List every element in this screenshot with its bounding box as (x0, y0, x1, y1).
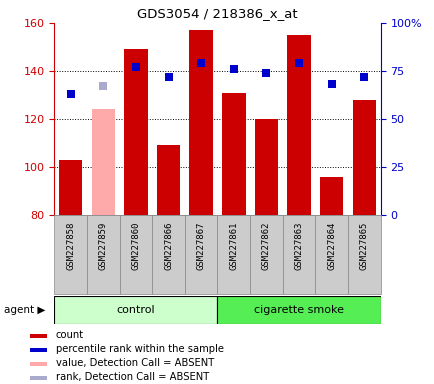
Bar (189, 30, 213, 215)
Bar (156, 146, 180, 215)
Bar (54, 296, 217, 324)
Bar (347, 215, 380, 294)
Bar (30, 376, 47, 380)
Bar (54, 215, 87, 294)
Text: cigarette smoke: cigarette smoke (253, 305, 343, 315)
Text: percentile rank within the sample: percentile rank within the sample (56, 344, 223, 354)
Text: control: control (116, 305, 155, 315)
Bar (352, 100, 375, 215)
Bar (286, 35, 310, 215)
Point (164, 74, 171, 80)
Point (67, 91, 74, 97)
Text: rank, Detection Call = ABSENT: rank, Detection Call = ABSENT (56, 372, 208, 382)
Point (230, 66, 237, 72)
Bar (87, 215, 119, 294)
Text: value, Detection Call = ABSENT: value, Detection Call = ABSENT (56, 358, 214, 368)
Point (262, 70, 269, 76)
Text: GSM227864: GSM227864 (326, 221, 335, 270)
Bar (250, 215, 282, 294)
Bar (184, 215, 217, 294)
Bar (319, 177, 343, 215)
Bar (91, 109, 115, 215)
Bar (217, 215, 250, 294)
Bar (282, 215, 315, 294)
Point (99, 83, 107, 89)
Text: count: count (56, 330, 84, 340)
Point (360, 74, 367, 80)
Text: GSM227861: GSM227861 (229, 221, 238, 270)
Bar (152, 215, 184, 294)
Point (197, 60, 204, 66)
Text: GSM227865: GSM227865 (359, 221, 368, 270)
Bar (30, 334, 47, 338)
Point (327, 81, 334, 88)
Point (132, 64, 139, 70)
Bar (59, 160, 82, 215)
Bar (315, 215, 347, 294)
Text: GSM227858: GSM227858 (66, 221, 75, 270)
Text: agent ▶: agent ▶ (4, 305, 46, 315)
Bar (222, 93, 245, 215)
Text: GSM227863: GSM227863 (294, 221, 303, 270)
Text: GSM227860: GSM227860 (131, 221, 140, 270)
Text: GSM227862: GSM227862 (261, 221, 270, 270)
Point (295, 60, 302, 66)
Text: GSM227859: GSM227859 (99, 221, 108, 270)
Bar (124, 50, 148, 215)
Text: GSM227866: GSM227866 (164, 221, 173, 270)
Title: GDS3054 / 218386_x_at: GDS3054 / 218386_x_at (137, 7, 297, 20)
Bar (217, 296, 380, 324)
Bar (30, 348, 47, 352)
Bar (30, 362, 47, 366)
Text: GSM227867: GSM227867 (196, 221, 205, 270)
Bar (119, 215, 152, 294)
Bar (254, 119, 278, 215)
